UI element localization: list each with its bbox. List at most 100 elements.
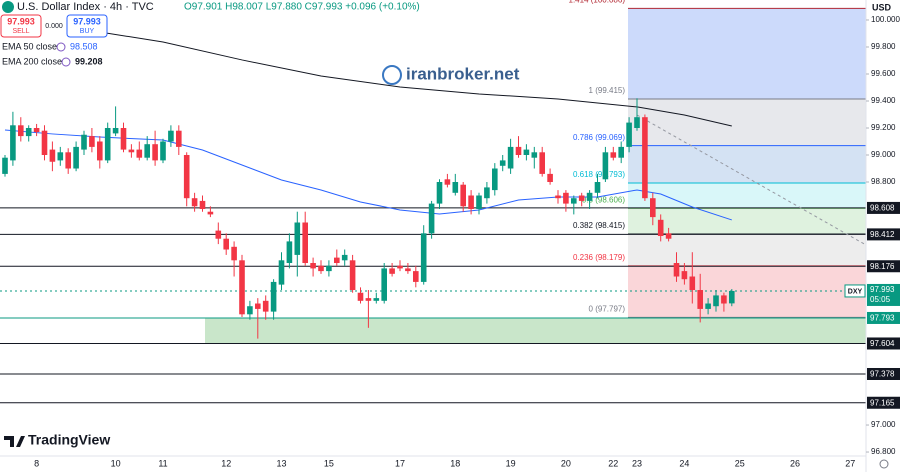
fib-zone bbox=[628, 145, 866, 183]
candle-body bbox=[578, 195, 585, 201]
candle-body bbox=[444, 179, 451, 185]
candle-body bbox=[413, 271, 419, 282]
candle-body bbox=[49, 149, 56, 162]
price-tag bbox=[867, 260, 900, 273]
ohlc: O97.901 H98.007 L97.880 C97.993 +0.096 (… bbox=[184, 2, 420, 13]
candle-body bbox=[523, 149, 530, 155]
x-tick-label: 22 bbox=[608, 458, 618, 468]
candle-body bbox=[207, 211, 214, 215]
logo-icon bbox=[4, 436, 25, 447]
x-tick-label: 23 bbox=[632, 458, 642, 468]
fib-zone bbox=[628, 182, 866, 209]
x-tick-label: 11 bbox=[158, 458, 167, 468]
symbol-title[interactable]: U.S. Dollar Index · 4h · TVC bbox=[17, 1, 154, 13]
candle-body bbox=[223, 238, 229, 250]
candle-body bbox=[97, 141, 103, 161]
candle-body bbox=[18, 125, 24, 137]
candle-body bbox=[571, 198, 577, 204]
candle-body bbox=[341, 254, 348, 261]
x-tick-label: 17 bbox=[395, 458, 405, 468]
x-tick-label: 15 bbox=[324, 458, 334, 468]
candle-body bbox=[10, 125, 16, 161]
ema-line bbox=[99, 31, 732, 127]
candle-body bbox=[397, 265, 403, 269]
buy-label[interactable]: BUY bbox=[80, 28, 95, 35]
y-tick-label: 99.200 bbox=[871, 123, 896, 132]
x-tick-label: 27 bbox=[845, 458, 855, 468]
candle-body bbox=[507, 146, 514, 169]
candle-body bbox=[89, 136, 95, 147]
candle-body bbox=[492, 168, 498, 191]
indicator-value: 99.208 bbox=[75, 56, 103, 66]
indicator-label[interactable]: EMA 200 close bbox=[2, 56, 62, 66]
fib-label: 0.236 (98.179) bbox=[573, 253, 625, 262]
candle-body bbox=[697, 290, 703, 309]
candle-body bbox=[420, 233, 427, 282]
candle-body bbox=[547, 173, 553, 183]
candle-body bbox=[239, 260, 245, 315]
y-tick-label: 99.000 bbox=[871, 150, 896, 159]
sell-button[interactable] bbox=[0, 14, 42, 38]
y-tick-label: 99.800 bbox=[871, 42, 896, 51]
candle-body bbox=[278, 260, 285, 285]
y-tick-label: 97.000 bbox=[871, 420, 896, 429]
candle-body bbox=[326, 265, 332, 272]
symbol-icon bbox=[2, 1, 14, 13]
indicator-icon bbox=[56, 42, 66, 52]
candle-body bbox=[405, 268, 411, 272]
price-tag bbox=[867, 311, 900, 324]
logo: TradingView bbox=[28, 432, 110, 448]
candle-body bbox=[152, 144, 158, 161]
candle-body bbox=[452, 182, 459, 193]
fib-label: 0.5 (98.606) bbox=[582, 195, 625, 204]
candle-body bbox=[262, 300, 269, 312]
candle-body bbox=[160, 141, 166, 161]
fib-zone bbox=[628, 208, 866, 234]
candle-body bbox=[191, 198, 198, 207]
fib-zone bbox=[628, 233, 866, 266]
candle-body bbox=[365, 298, 372, 301]
fib-label: 0 (97.797) bbox=[589, 305, 626, 314]
candle-body bbox=[689, 276, 696, 291]
buy-price[interactable]: 97.993 bbox=[73, 16, 101, 26]
x-tick-label: 19 bbox=[506, 458, 516, 468]
candle-body bbox=[721, 295, 727, 304]
support-zone bbox=[205, 317, 866, 344]
price-tag-label: 98.608 bbox=[870, 204, 895, 213]
fib-zone bbox=[628, 8, 866, 99]
candle-body bbox=[681, 271, 688, 280]
candle-body bbox=[460, 184, 466, 207]
candle-body bbox=[65, 152, 71, 169]
indicator-label[interactable]: EMA 50 close bbox=[2, 41, 57, 51]
fib-zone bbox=[628, 98, 866, 146]
current-price-tag bbox=[867, 283, 900, 306]
buy-button[interactable] bbox=[66, 14, 108, 38]
candle-body bbox=[484, 187, 490, 199]
settings-icon[interactable] bbox=[879, 459, 889, 469]
sell-price[interactable]: 97.993 bbox=[7, 16, 35, 26]
candle-body bbox=[302, 222, 308, 264]
candle-body bbox=[270, 281, 277, 312]
candle-body bbox=[81, 134, 87, 150]
candle-body bbox=[168, 130, 174, 142]
price-tag-label: 98.412 bbox=[870, 230, 895, 239]
candle-body bbox=[73, 146, 79, 169]
candle-body bbox=[199, 200, 206, 210]
candle-body bbox=[2, 157, 8, 174]
y-tick-label: 99.600 bbox=[871, 69, 896, 78]
candle-body bbox=[136, 149, 143, 158]
candle-body bbox=[310, 263, 316, 269]
spread: 0.000 bbox=[45, 23, 63, 30]
candle-body bbox=[25, 127, 32, 137]
candle-body bbox=[673, 263, 680, 277]
candle-body bbox=[255, 303, 261, 309]
candle-body bbox=[294, 222, 301, 255]
x-tick-label: 18 bbox=[450, 458, 460, 468]
y-tick-label: 98.800 bbox=[871, 177, 896, 186]
sell-label[interactable]: SELL bbox=[12, 28, 29, 35]
candle-body bbox=[602, 152, 609, 180]
price-tag bbox=[867, 396, 900, 409]
candle-body bbox=[515, 146, 522, 155]
price-tag bbox=[867, 367, 900, 380]
